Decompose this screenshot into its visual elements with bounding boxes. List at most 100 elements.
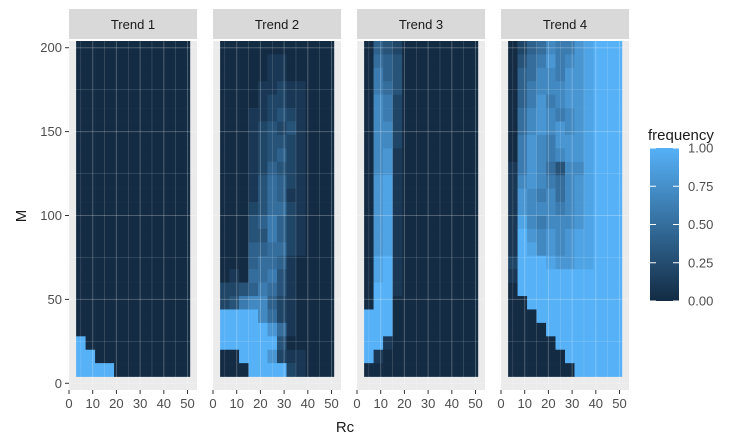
- heatmap-cell: [449, 215, 460, 230]
- heatmap-cell: [95, 202, 105, 216]
- heatmap-cell: [314, 309, 325, 324]
- x-tick-label: 40: [445, 396, 459, 411]
- heatmap-cell: [286, 121, 297, 136]
- heatmap-cell: [229, 349, 240, 364]
- heatmap-cell: [229, 282, 240, 297]
- heatmap-cell: [286, 67, 297, 82]
- heatmap-cell: [229, 41, 240, 55]
- x-tick-label: 30: [421, 396, 435, 411]
- heatmap-cell: [583, 336, 594, 351]
- heatmap-cell: [114, 282, 124, 297]
- heatmap-cell: [295, 202, 306, 216]
- heatmap-cell: [392, 188, 403, 203]
- heatmap-cell: [612, 148, 623, 163]
- heatmap-cell: [95, 336, 105, 351]
- heatmap-cell: [373, 269, 384, 283]
- heatmap-cell: [593, 309, 604, 324]
- heatmap-cell: [104, 121, 115, 136]
- heatmap-cell: [267, 296, 278, 310]
- heatmap-cell: [508, 41, 518, 55]
- heatmap-cell: [602, 81, 613, 95]
- heatmap-cell: [364, 269, 374, 283]
- facet-panel: Trend 3 0 10 20 30 40 50: [353, 9, 485, 411]
- heatmap-cell: [546, 175, 556, 189]
- heatmap-cell: [593, 188, 604, 203]
- heatmap-cell: [229, 255, 240, 270]
- heatmap-cell: [161, 349, 172, 364]
- heatmap-cell: [402, 161, 412, 176]
- heatmap-cell: [593, 148, 604, 163]
- heatmap-cell: [123, 309, 134, 324]
- heatmap-cell: [180, 296, 191, 310]
- heatmap-cell: [258, 202, 268, 216]
- heatmap-cell: [248, 161, 259, 176]
- heatmap-cell: [468, 188, 479, 203]
- heatmap-cell: [305, 215, 316, 230]
- heatmap-cell: [449, 269, 460, 283]
- heatmap-cell: [402, 296, 412, 310]
- heatmap-cell: [536, 67, 547, 82]
- heatmap-cell: [402, 228, 412, 243]
- heatmap-cell: [402, 188, 412, 203]
- heatmap-cell: [411, 108, 422, 122]
- heatmap-cell: [95, 94, 105, 109]
- heatmap-cell: [364, 41, 374, 55]
- heatmap-cell: [411, 148, 422, 163]
- heatmap-cell: [508, 94, 518, 109]
- heatmap-cell: [517, 134, 528, 149]
- heatmap-cell: [267, 215, 278, 230]
- heatmap-cell: [602, 363, 613, 377]
- heatmap-cell: [248, 81, 259, 95]
- heatmap-cell: [583, 121, 594, 136]
- heatmap-cell: [305, 228, 316, 243]
- heatmap-cell: [565, 81, 575, 95]
- heatmap-cell: [104, 269, 115, 283]
- heatmap-cell: [277, 255, 287, 270]
- heatmap-cell: [430, 255, 441, 270]
- heatmap-cell: [295, 81, 306, 95]
- heatmap-cell: [517, 108, 528, 122]
- heatmap-cell: [104, 188, 115, 203]
- heatmap-cell: [161, 134, 172, 149]
- heatmap-cell: [383, 242, 393, 257]
- y-tick-label: 100: [40, 208, 62, 223]
- x-tick-label: 50: [468, 396, 482, 411]
- heatmap-cell: [517, 148, 528, 163]
- heatmap-cell: [142, 363, 153, 377]
- x-tick-label: 0: [497, 396, 504, 411]
- heatmap-cell: [508, 108, 518, 122]
- heatmap-cell: [527, 94, 537, 109]
- heatmap-cell: [546, 81, 556, 95]
- heatmap-cell: [104, 134, 115, 149]
- heatmap-cell: [76, 175, 86, 189]
- heatmap-cell: [517, 121, 528, 136]
- heatmap-cell: [104, 67, 115, 82]
- heatmap-cell: [151, 94, 162, 109]
- heatmap-cell: [324, 296, 335, 310]
- heatmap-cell: [602, 175, 613, 189]
- heatmap-cell: [170, 322, 181, 337]
- legend-tick-label: 0.75: [688, 179, 713, 194]
- heatmap-cell: [430, 108, 441, 122]
- heatmap-cell: [402, 215, 412, 230]
- heatmap-cell: [612, 349, 623, 364]
- heatmap-cell: [468, 336, 479, 351]
- heatmap-cell: [449, 309, 460, 324]
- heatmap-cell: [85, 322, 96, 337]
- heatmap-cell: [95, 134, 105, 149]
- heatmap-cell: [277, 161, 287, 176]
- heatmap-cell: [95, 322, 105, 337]
- heatmap-cell: [583, 54, 594, 69]
- heatmap-cell: [565, 175, 575, 189]
- heatmap-cell: [555, 148, 566, 163]
- heatmap-cell: [114, 108, 124, 122]
- heatmap-cell: [468, 41, 479, 55]
- heatmap-cell: [402, 242, 412, 257]
- heatmap-cell: [527, 121, 537, 136]
- heatmap-cell: [239, 148, 249, 163]
- heatmap-cell: [536, 322, 547, 337]
- heatmap-cell: [574, 81, 585, 95]
- heatmap-cell: [314, 228, 325, 243]
- heatmap-cell: [517, 188, 528, 203]
- heatmap-cell: [468, 349, 479, 364]
